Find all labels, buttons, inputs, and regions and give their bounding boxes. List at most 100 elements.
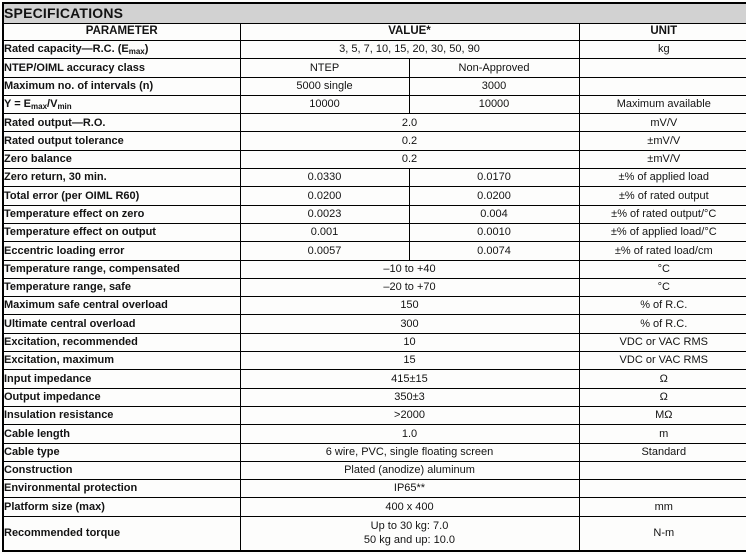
table-row: Temperature range, compensated –10 to +40… bbox=[2, 259, 746, 279]
parameter-cell: NTEP/OIML accuracy class bbox=[2, 58, 241, 78]
table-row: Output impedance 350±3 Ω bbox=[2, 387, 746, 407]
value-cell: 150 bbox=[239, 296, 580, 316]
table-row: Platform size (max) 400 x 400 mm bbox=[2, 497, 746, 517]
parameter-cell: Cable type bbox=[2, 442, 241, 462]
value-right-cell: 0.0170 bbox=[408, 168, 580, 188]
unit-cell: ±mV/V bbox=[578, 149, 746, 170]
unit-cell: MΩ bbox=[578, 405, 746, 426]
table-row: Rated output tolerance 0.2 ±mV/V bbox=[2, 131, 746, 151]
value-cell: >2000 bbox=[239, 405, 580, 426]
unit-cell: ±% of applied load/°C bbox=[578, 222, 746, 243]
parameter-text: Zero balance bbox=[4, 153, 72, 166]
unit-cell: °C bbox=[578, 259, 746, 279]
parameter-cell: Output impedance bbox=[2, 387, 241, 407]
parameter-text: Zero return, 30 min. bbox=[4, 171, 107, 184]
table-row: Insulation resistance >2000 MΩ bbox=[2, 405, 746, 426]
unit-cell: mV/V bbox=[578, 113, 746, 133]
value-line: 50 kg and up: 10.0 bbox=[363, 533, 456, 546]
table-title: SPECIFICATIONS bbox=[2, 2, 746, 24]
parameter-cell: Input impedance bbox=[2, 369, 241, 389]
unit-cell: ±% of rated load/cm bbox=[578, 241, 746, 261]
parameter-text: Rated capacity—R.C. (E bbox=[4, 43, 129, 56]
unit-cell: Standard bbox=[578, 442, 746, 462]
value-left-cell: 5000 single bbox=[239, 76, 410, 96]
table-row: Maximum no. of intervals (n) 5000 single 3… bbox=[2, 76, 746, 96]
parameter-cell: Temperature effect on output bbox=[2, 222, 241, 243]
table-row: Maximum safe central overload 150% of R.C… bbox=[2, 296, 746, 316]
table-row: Temperature range, safe –20 to +70 °C bbox=[2, 277, 746, 298]
parameter-text: Ultimate central overload bbox=[4, 317, 136, 330]
parameter-cell: Rated output tolerance bbox=[2, 131, 241, 151]
unit-cell: % of R.C. bbox=[578, 296, 746, 316]
parameter-text: Total error (per OIML R60) bbox=[4, 189, 140, 202]
unit-cell: °C bbox=[578, 277, 746, 298]
value-right-cell: 0.0010 bbox=[408, 222, 580, 243]
value-left-cell: 10000 bbox=[239, 94, 410, 115]
parameter-text: Temperature effect on zero bbox=[4, 208, 145, 220]
value-left-cell: 0.0200 bbox=[239, 186, 410, 206]
unit-cell bbox=[578, 479, 746, 499]
table-row: NTEP/OIML accuracy class NTEP Non-Approved bbox=[2, 58, 746, 78]
parameter-text: Construction bbox=[4, 464, 73, 477]
unit-cell: % of R.C. bbox=[578, 314, 746, 334]
value-cell: 400 x 400 bbox=[239, 497, 580, 517]
parameter-text: Excitation, maximum bbox=[4, 354, 115, 367]
table-row: Excitation, maximum 15 VDC or VAC RMS bbox=[2, 351, 746, 371]
table-row: Cable type 6 wire, PVC, single floating s… bbox=[2, 442, 746, 462]
value-cell: –20 to +70 bbox=[239, 277, 580, 298]
parameter-text: Excitation, recommended bbox=[4, 336, 138, 349]
unit-cell bbox=[578, 76, 746, 96]
column-header-row: PARAMETER VALUE* UNIT bbox=[2, 23, 746, 41]
parameter-text: Y = E bbox=[4, 98, 32, 111]
parameter-text: Maximum no. of intervals (n) bbox=[4, 79, 154, 92]
parameter-text: Insulation resistance bbox=[4, 409, 114, 422]
value-cell: Plated (anodize) aluminum bbox=[239, 460, 580, 481]
parameter-cell: Cable length bbox=[2, 424, 241, 444]
value-left-cell: 0.0057 bbox=[239, 241, 410, 261]
unit-cell: VDC or VAC RMS bbox=[578, 332, 746, 353]
value-left-cell: 0.0023 bbox=[239, 204, 410, 224]
parameter-cell: Insulation resistance bbox=[2, 405, 241, 426]
value-cell: 1.0 bbox=[239, 424, 580, 444]
value-line: Up to 30 kg: 7.0 bbox=[370, 519, 449, 532]
col-header-value: VALUE* bbox=[239, 23, 580, 41]
table-row: Y = Emax/Vmin 10000 10000 Maximum available bbox=[2, 94, 746, 115]
parameter-cell: Zero balance bbox=[2, 149, 241, 170]
title-row: SPECIFICATIONS bbox=[2, 2, 746, 24]
parameter-cell: Environmental protection bbox=[2, 479, 241, 499]
table-row: Rated output—R.O. 2.0 mV/V bbox=[2, 113, 746, 133]
parameter-cell: Zero return, 30 min. bbox=[2, 168, 241, 188]
value-left-cell: 0.001 bbox=[239, 222, 410, 243]
unit-cell bbox=[578, 460, 746, 481]
unit-cell: ±mV/V bbox=[578, 131, 746, 151]
parameter-text: Recommended torque bbox=[4, 527, 121, 540]
parameter-text: Rated output—R.O. bbox=[4, 116, 106, 129]
value-cell: 2.0 bbox=[239, 113, 580, 133]
parameter-cell: Ultimate central overload bbox=[2, 314, 241, 334]
parameter-cell: Construction bbox=[2, 460, 241, 481]
parameter-cell: Total error (per OIML R60) bbox=[2, 186, 241, 206]
unit-cell bbox=[578, 58, 746, 78]
table-row: Rated capacity—R.C. (Emax) 3, 5, 7, 10, 1… bbox=[2, 39, 746, 60]
table-row: Total error (per OIML R60) 0.0200 0.0200 ±%… bbox=[2, 186, 746, 206]
parameter-text: Rated output tolerance bbox=[4, 134, 124, 147]
parameter-cell: Rated output—R.O. bbox=[2, 113, 241, 133]
parameter-cell: Rated capacity—R.C. (Emax) bbox=[2, 39, 241, 60]
parameter-cell: Eccentric loading error bbox=[2, 241, 241, 261]
table-row: Eccentric loading error 0.0057 0.0074 ±% of… bbox=[2, 241, 746, 261]
value-cell: 15 bbox=[239, 351, 580, 371]
table-row: Temperature effect on output 0.001 0.0010 ±… bbox=[2, 222, 746, 243]
table-row: Input impedance 415±15 Ω bbox=[2, 369, 746, 389]
parameter-text: Platform size (max) bbox=[4, 500, 105, 513]
unit-cell: N-m bbox=[578, 516, 746, 552]
table-row: Temperature effect on zero 0.0023 0.004 ±% … bbox=[2, 204, 746, 224]
value-right-cell: 10000 bbox=[408, 94, 580, 115]
table-row: Cable length 1.0 m bbox=[2, 424, 746, 444]
parameter-cell: Excitation, recommended bbox=[2, 332, 241, 353]
parameter-text: Cable length bbox=[4, 427, 71, 440]
value-cell: 6 wire, PVC, single floating screen bbox=[239, 442, 580, 462]
parameter-text: Output impedance bbox=[4, 390, 101, 403]
col-header-parameter: PARAMETER bbox=[2, 23, 241, 41]
